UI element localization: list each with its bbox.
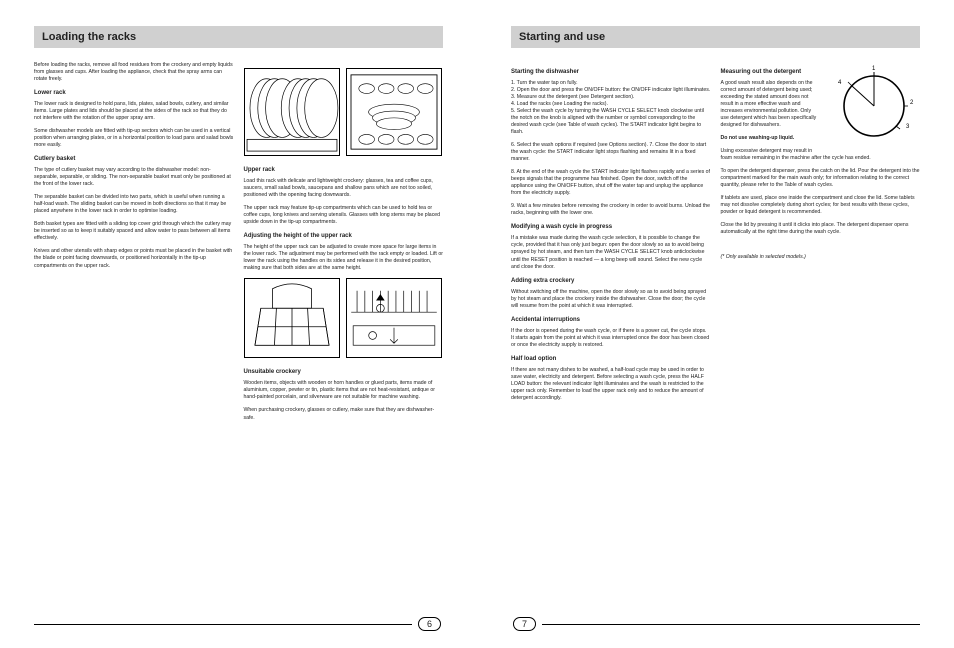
subhead-starting: Starting the dishwasher bbox=[511, 68, 711, 76]
subhead-interrupt: Accidental interruptions bbox=[511, 316, 711, 324]
figure-row-racks bbox=[244, 68, 444, 156]
left-header-title: Loading the racks bbox=[42, 31, 136, 43]
subhead-cutlery: Cutlery basket bbox=[34, 155, 234, 163]
figure-upper-rack-cups bbox=[346, 68, 442, 156]
footer-rule bbox=[542, 624, 920, 625]
subhead-adjust-height: Adjusting the height of the upper rack bbox=[244, 232, 444, 240]
figure-row-basket bbox=[244, 278, 444, 358]
knob-figure: 1 2 3 4 bbox=[828, 62, 920, 146]
right-col2: 1 2 3 4 bbox=[721, 62, 921, 602]
figure-lower-rack-plates bbox=[244, 68, 340, 156]
para: Wooden items, objects with wooden or hor… bbox=[244, 380, 444, 401]
para: 6. Select the wash options if required (… bbox=[511, 142, 711, 163]
para: Some dishwasher models are fitted with t… bbox=[34, 128, 234, 149]
rack-adjust-bottom-icon bbox=[347, 318, 441, 353]
para: Both basket types are fitted with a slid… bbox=[34, 221, 234, 242]
right-body: Starting the dishwasher 1. Turn the wate… bbox=[511, 62, 920, 602]
subhead-modify: Modifying a wash cycle in progress bbox=[511, 223, 711, 231]
subhead-upper-rack: Upper rack bbox=[244, 166, 444, 174]
subhead-unsuitable: Unsuitable crockery bbox=[244, 368, 444, 376]
knob-label-4: 4 bbox=[838, 80, 842, 86]
right-page: Starting and use Starting the dishwasher… bbox=[477, 0, 954, 648]
cups-rack-illustration-icon bbox=[347, 69, 441, 155]
para: The upper rack may feature tip-up compar… bbox=[244, 205, 444, 226]
knob-label-3: 3 bbox=[906, 124, 910, 130]
subhead-adding: Adding extra crockery bbox=[511, 277, 711, 285]
rack-adjust-top-icon bbox=[347, 283, 441, 318]
para: Load this rack with delicate and lightwe… bbox=[244, 178, 444, 199]
para: If tablets are used, place one inside th… bbox=[721, 195, 921, 216]
left-footer: 6 bbox=[34, 614, 443, 634]
left-page: Loading the racks Before loading the rac… bbox=[0, 0, 477, 648]
para: If there are not many dishes to be washe… bbox=[511, 367, 711, 402]
footnote: (* Only available in selected models.) bbox=[721, 254, 921, 261]
figure-rack-height-adjust bbox=[346, 278, 442, 358]
para: Without switching off the machine, open … bbox=[511, 289, 711, 310]
footer-rule bbox=[34, 624, 412, 625]
knob-label-2: 2 bbox=[910, 100, 914, 106]
para: If a mistake was made during the wash cy… bbox=[511, 235, 711, 270]
subhead-lower-rack: Lower rack bbox=[34, 89, 234, 97]
right-header-bar: Starting and use bbox=[511, 26, 920, 48]
para: 8. At the end of the wash cycle the STAR… bbox=[511, 169, 711, 197]
plates-illustration-icon bbox=[245, 69, 339, 155]
para: The separable basket can be divided into… bbox=[34, 194, 234, 215]
para: The lower rack is designed to hold pans,… bbox=[34, 101, 234, 122]
para: Knives and other utensils with sharp edg… bbox=[34, 248, 234, 269]
para: Close the lid by pressing it until it cl… bbox=[721, 222, 921, 236]
left-col1: Before loading the racks, remove all foo… bbox=[34, 62, 234, 602]
para: The height of the upper rack can be adju… bbox=[244, 244, 444, 272]
para: The type of cutlery basket may vary acco… bbox=[34, 167, 234, 188]
left-page-number: 6 bbox=[418, 617, 441, 631]
para: To open the detergent dispenser, press t… bbox=[721, 168, 921, 189]
subhead-halfload: Half load option bbox=[511, 355, 711, 363]
left-col2: Upper rack Load this rack with delicate … bbox=[244, 62, 444, 602]
para: 9. Wait a few minutes before removing th… bbox=[511, 203, 711, 217]
para: 1. Turn the water tap on fully. 2. Open … bbox=[511, 80, 711, 136]
basket-illustration-icon bbox=[245, 279, 339, 357]
left-header-bar: Loading the racks bbox=[34, 26, 443, 48]
right-footer: 7 bbox=[511, 614, 920, 634]
selector-knob-icon: 1 2 3 4 bbox=[828, 62, 920, 146]
knob-label-1: 1 bbox=[872, 66, 876, 72]
para: Using excessive detergent may result in … bbox=[721, 148, 921, 162]
figure-cutlery-basket bbox=[244, 278, 340, 358]
para: If the door is opened during the wash cy… bbox=[511, 328, 711, 349]
para: Before loading the racks, remove all foo… bbox=[34, 62, 234, 83]
left-body: Before loading the racks, remove all foo… bbox=[34, 62, 443, 602]
right-header-title: Starting and use bbox=[519, 31, 605, 43]
right-col1: Starting the dishwasher 1. Turn the wate… bbox=[511, 62, 711, 602]
right-page-number: 7 bbox=[513, 617, 536, 631]
para: When purchasing crockery, glasses or cut… bbox=[244, 407, 444, 421]
